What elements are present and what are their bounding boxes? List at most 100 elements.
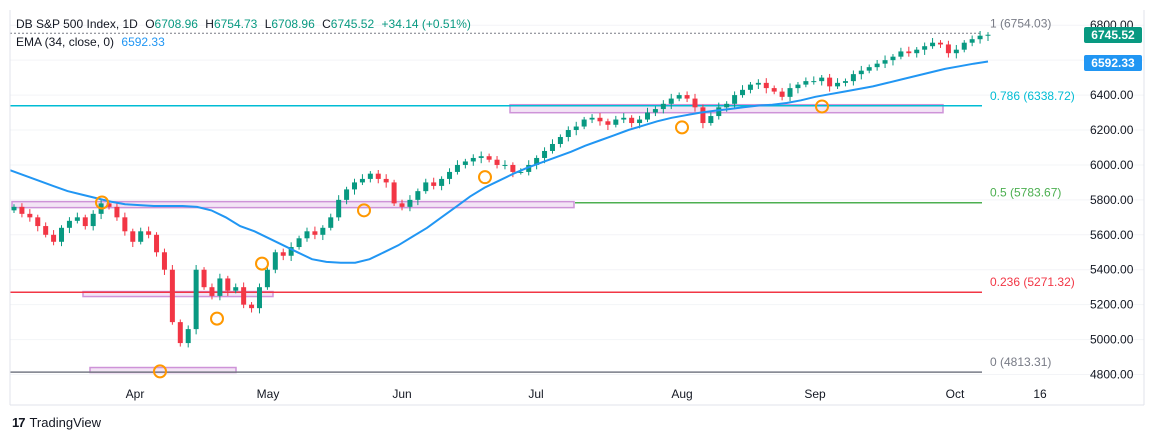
candle-body-26 (217, 278, 223, 296)
candle-body-10 (90, 213, 96, 227)
candle-body-67 (542, 150, 548, 158)
candle-body-106 (850, 74, 856, 82)
candle-body-86 (692, 98, 698, 108)
brand-name[interactable]: TradingView (29, 415, 102, 430)
candle-body-1 (19, 206, 25, 214)
candle-body-89 (716, 107, 722, 117)
candle-body-82 (660, 103, 666, 110)
candle-body-80 (644, 112, 650, 120)
candle-body-57 (462, 161, 468, 165)
candle-body-102 (819, 77, 825, 82)
candle-body-54 (439, 178, 445, 186)
candle-body-50 (407, 199, 413, 207)
branding: 17 TradingView (12, 415, 101, 430)
candle-body-122 (977, 35, 983, 40)
price-tick-label-2: 5200.00 (1090, 298, 1134, 312)
candle-body-8 (74, 217, 80, 221)
candle-body-20 (169, 269, 175, 323)
ema-legend[interactable]: EMA (34, close, 0) 6592.33 (16, 35, 169, 49)
candle-body-61 (494, 159, 500, 165)
candle-body-103 (827, 77, 833, 87)
fib-label-1: 0.786 (6338.72) (990, 89, 1075, 103)
candle-body-123 (985, 34, 991, 36)
candle-body-88 (708, 116, 714, 124)
candle-body-71 (573, 126, 579, 131)
candle-body-68 (549, 143, 555, 151)
candle-body-78 (629, 117, 635, 124)
candle-body-38 (312, 231, 318, 235)
candle-body-118 (945, 44, 951, 54)
candle-body-28 (233, 287, 239, 291)
candle-body-60 (486, 156, 492, 160)
candle-body-81 (652, 109, 658, 113)
candle-body-108 (866, 67, 872, 71)
candle-body-95 (763, 82, 769, 89)
candle-body-90 (724, 103, 730, 108)
candle-body-112 (898, 51, 904, 57)
candle-body-13 (114, 206, 120, 218)
candle-body-32 (264, 269, 270, 288)
candle-body-110 (882, 60, 888, 64)
candle-body-91 (732, 95, 738, 104)
price-tick-label-8: 6400.00 (1090, 88, 1134, 102)
candle-body-14 (122, 217, 128, 232)
candle-body-75 (605, 121, 611, 125)
candle-body-4 (43, 226, 49, 235)
price-tick-label-7: 6200.00 (1090, 123, 1134, 137)
candle-body-74 (597, 117, 603, 122)
candle-body-18 (154, 234, 160, 253)
candle-body-47 (383, 178, 389, 183)
time-axis[interactable]: Apr May Jun Jul Aug Sep Oct 16 (126, 387, 1047, 401)
candle-body-100 (803, 81, 809, 85)
high-label: H (205, 17, 214, 31)
candle-body-30 (249, 304, 255, 309)
candle-body-77 (621, 117, 627, 120)
candle-body-9 (82, 217, 88, 227)
low-label: L (264, 17, 272, 31)
candle-body-24 (201, 269, 207, 288)
candle-body-92 (740, 89, 746, 96)
symbol-header: DB S&P 500 Index, 1D O6708.96 H6754.73 L… (16, 17, 475, 31)
candle-body-79 (637, 119, 643, 124)
candle-body-120 (961, 42, 967, 50)
candle-body-96 (771, 88, 777, 92)
ema-label: EMA (34, close, 0) (16, 35, 115, 49)
symbol-title[interactable]: DB S&P 500 Index, 1D (16, 17, 138, 31)
price-tick-label-6: 6000.00 (1090, 158, 1134, 172)
candle-body-64 (518, 171, 524, 173)
candle-body-98 (787, 88, 793, 97)
candlestick-series (11, 31, 991, 348)
close-label: C (322, 17, 331, 31)
ema-value: 6592.33 (121, 35, 165, 49)
candle-body-36 (296, 238, 302, 248)
candle-body-6 (59, 227, 65, 242)
open-value: 6708.96 (154, 17, 198, 31)
candle-body-111 (890, 56, 896, 61)
candle-body-97 (779, 91, 785, 97)
candle-body-76 (613, 119, 619, 125)
candle-body-45 (367, 173, 373, 179)
time-tick-label-0: Apr (126, 387, 145, 401)
ema-polyline (9, 60, 989, 264)
time-tick-label-7: 16 (1033, 387, 1047, 401)
candle-body-58 (470, 157, 476, 162)
candle-body-66 (534, 157, 540, 165)
candle-body-94 (755, 82, 761, 85)
zone-box-1 (11, 200, 575, 209)
candle-body-115 (922, 46, 928, 50)
pivot-markers (95, 99, 829, 379)
time-tick-label-5: Sep (804, 387, 826, 401)
candle-body-116 (930, 42, 936, 47)
candle-body-31 (256, 287, 262, 309)
high-value: 6754.73 (213, 17, 258, 31)
time-tick-label-1: May (257, 387, 280, 401)
pivot-circle-5 (478, 170, 492, 185)
candle-body-51 (415, 191, 421, 200)
close-value: 6745.52 (330, 17, 375, 31)
candle-body-48 (391, 182, 397, 204)
candle-body-84 (676, 95, 682, 99)
pivot-circle-0 (95, 195, 109, 210)
ema-line (9, 60, 989, 264)
